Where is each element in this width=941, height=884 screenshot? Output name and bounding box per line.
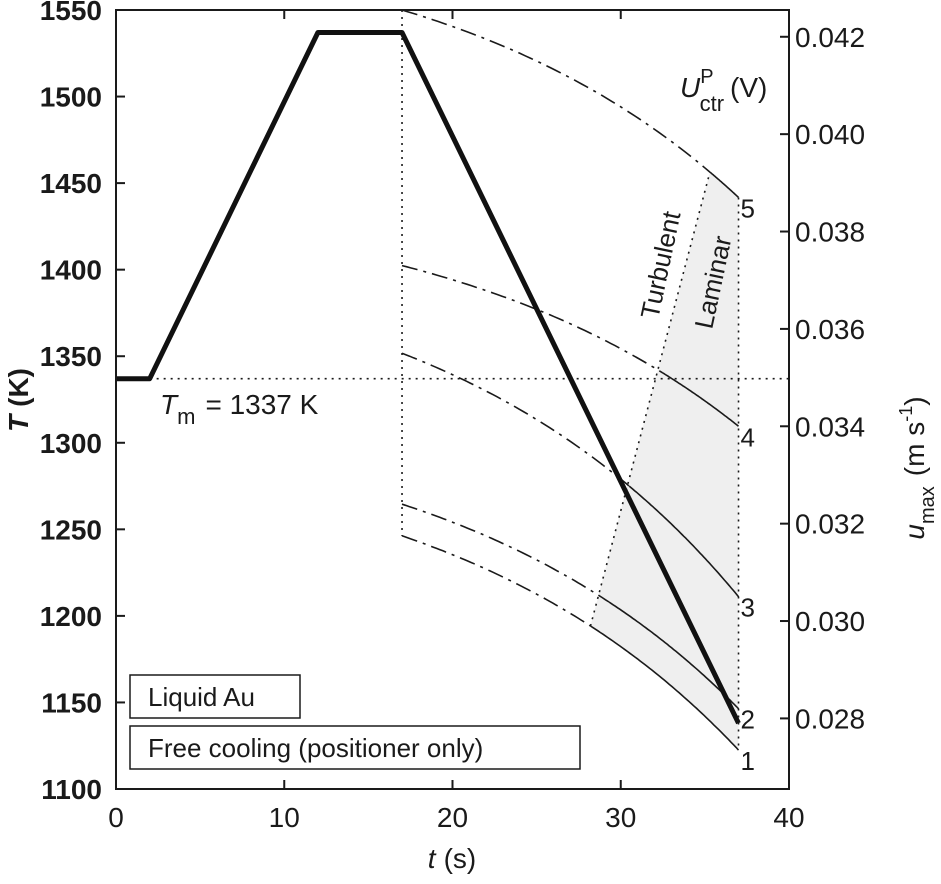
legend-box-condition [129,725,581,770]
melting-point-label: Tm = 1337 K [160,389,319,429]
y-tick-label: 1450 [40,168,102,199]
legend-material-text: Liquid Au [148,682,255,712]
velocity-curve-laminar [608,601,740,710]
y2-tick-label: 0.028 [795,703,865,734]
y-tick-label: 1500 [40,82,102,113]
guide-lines-group [149,10,789,751]
legend: Liquid Au Free cooling (positioner only) [129,674,581,770]
x-axis-label: t (s) [428,843,476,874]
velocity-curve-laminar [709,171,739,199]
velocity-curve-laminar [662,372,740,427]
velocity-curve-turbulent [401,535,591,627]
y2-tick-label: 0.038 [795,217,865,248]
y-axis-label: T(K) [3,368,34,432]
ticks-group: 0 10 20 30 401100115012001250130013501400145… [40,0,865,833]
x-tick-label: 30 [605,802,636,833]
legend-condition-text: Free cooling (positioner only) [148,733,483,763]
velocity-curves-group [401,10,740,751]
y2-axis-label: umax(m s-1) [896,396,939,539]
y-tick-label: 1350 [40,341,102,372]
laminar-region-group [590,172,739,751]
velocity-curve-turbulent [401,352,630,487]
y-tick-label: 1300 [40,428,102,459]
x-tick-label: 0 [108,802,124,833]
velocity-curve-laminar [628,485,740,598]
y-tick-label: 1400 [40,255,102,286]
y-tick-label: 1550 [40,0,102,26]
curve-labels-group: 1 2 3 4 5 [741,193,755,776]
y2-tick-label: 0.030 [795,606,865,637]
x-tick-label: 20 [437,802,468,833]
velocity-curve-turbulent [401,10,711,173]
velocity-curve-turbulent [401,264,664,374]
velocity-curve-turbulent [401,503,610,603]
temperature-line [116,30,741,725]
legend-box-material [129,674,301,719]
curve-label: 2 [741,705,755,735]
x-tick-label: 40 [773,802,804,833]
y2-tick-label: 0.040 [795,119,865,150]
y2-tick-label: 0.034 [795,411,865,442]
transition-boundary [589,171,711,627]
temperature-group [116,30,741,725]
x-tick-label: 10 [269,802,300,833]
y-tick-label: 1250 [40,514,102,545]
curve-label: 4 [741,422,755,452]
curve-label: 5 [741,193,755,223]
y-tick-label: 1100 [41,774,102,805]
y2-tick-label: 0.042 [795,22,865,53]
voltage-header: UP ctr(V) [680,66,767,116]
y-tick-label: 1200 [40,601,102,632]
y2-tick-label: 0.032 [795,509,865,540]
y2-tick-label: 0.036 [795,314,865,345]
velocity-curve-laminar [590,625,740,751]
y-tick-label: 1150 [41,687,102,718]
curve-label: 1 [741,746,755,776]
laminar-region [590,172,739,751]
curve-label: 3 [741,593,755,623]
